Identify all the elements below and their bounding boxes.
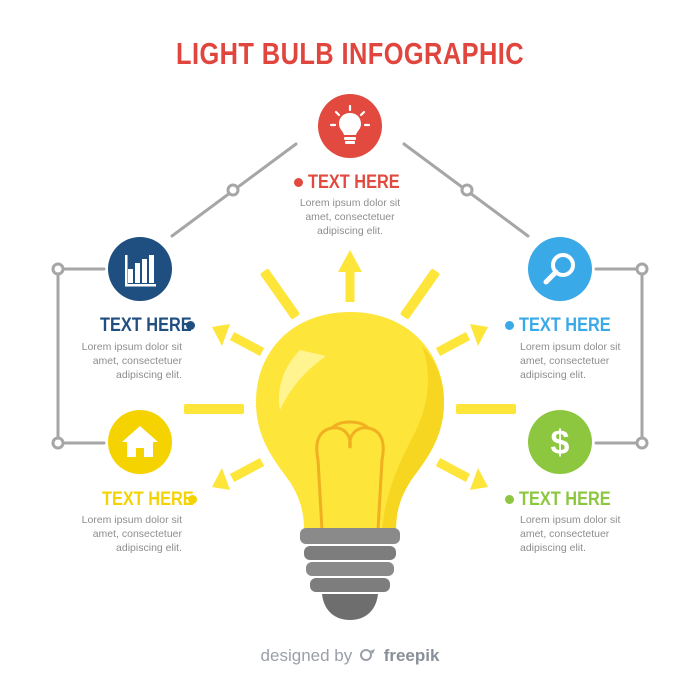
icon-circle-top [318, 94, 382, 158]
credit-prefix: designed by [260, 646, 353, 665]
connector-node [460, 183, 474, 197]
body-text-left-bottom: Lorem ipsum dolor sit amet, consectetuer… [81, 514, 182, 554]
body-text-left-top: Lorem ipsum dolor sit amet, consectetuer… [81, 341, 182, 381]
heading-dot-left-top [186, 321, 195, 330]
bar-chart-icon [125, 255, 156, 287]
svg-text:$: $ [551, 424, 570, 462]
page-title: LIGHT BULB INFOGRAPHIC [176, 36, 524, 71]
icon-circle-right-top [528, 237, 592, 301]
heading-right-bottom: TEXT HERE [519, 489, 611, 510]
heading-right-top: TEXT HERE [519, 315, 611, 336]
body-text-top: Lorem ipsum dolor sit amet, consectetuer… [299, 197, 401, 237]
icon-circle-right-bottom: $ [528, 410, 592, 474]
light-rays [184, 268, 516, 414]
connector-node [635, 436, 649, 450]
icon-circle-left-top [108, 237, 172, 301]
heading-dot-right-top [505, 321, 514, 330]
bulb-filament [315, 420, 385, 531]
connector-node [226, 183, 240, 197]
home-icon [122, 426, 158, 457]
bulb-socket [300, 528, 400, 620]
heading-left-bottom: TEXT HERE [102, 489, 194, 510]
designer-credit: designed by freepik [0, 646, 700, 666]
dollar-icon: $ [551, 424, 570, 462]
bulb-highlight [278, 350, 326, 410]
lightbulb-icon [329, 104, 371, 144]
heading-dot-right-bottom [505, 495, 514, 504]
connector-node [51, 262, 65, 276]
search-icon [543, 253, 575, 285]
connector-node [635, 262, 649, 276]
heading-left-top: TEXT HERE [100, 315, 192, 336]
icon-circle-left-bottom [108, 410, 172, 474]
arrows [212, 250, 488, 490]
heading-dot-top [294, 178, 303, 187]
freepik-logo-icon [359, 647, 377, 661]
heading-dot-left-bottom [188, 495, 197, 504]
connector-right-bracket [594, 267, 644, 445]
heading-top: TEXT HERE [308, 172, 400, 193]
connector-node [51, 436, 65, 450]
credit-brand: freepik [383, 646, 440, 665]
connector-left-bracket [56, 267, 106, 445]
body-text-right-top: Lorem ipsum dolor sit amet, consectetuer… [520, 341, 621, 381]
body-text-right-bottom: Lorem ipsum dolor sit amet, consectetuer… [520, 514, 621, 554]
